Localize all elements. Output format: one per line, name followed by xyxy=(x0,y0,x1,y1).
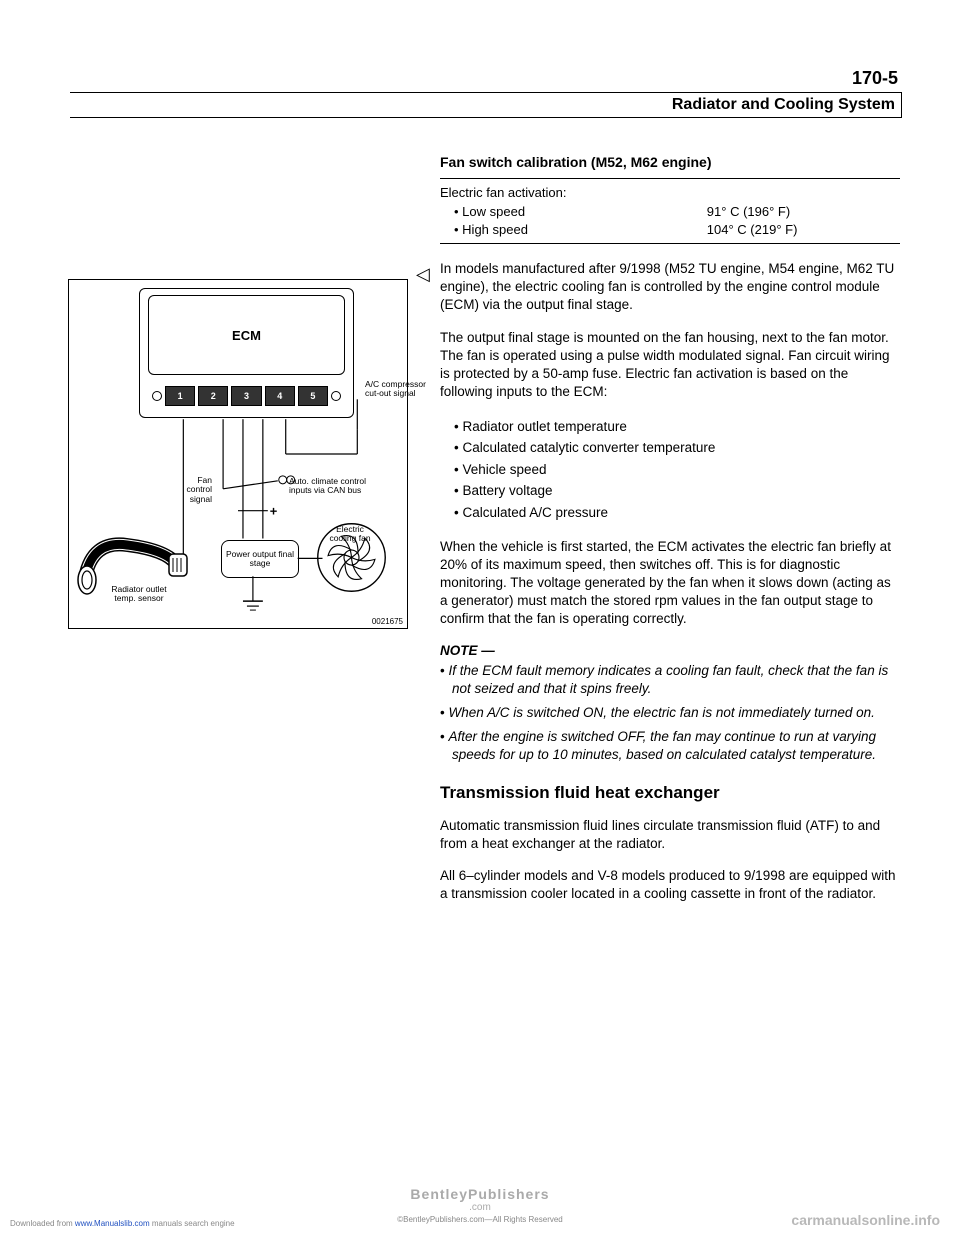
paragraph: When the vehicle is first started, the E… xyxy=(440,538,900,629)
list-item: Calculated A/C pressure xyxy=(454,502,900,524)
table-cell-value: 104° C (219° F) xyxy=(707,222,900,237)
page-title-bar: Radiator and Cooling System xyxy=(70,92,902,118)
table-cell-value: 91° C (196° F) xyxy=(707,204,900,219)
page-number: 170-5 xyxy=(852,68,898,89)
list-item: If the ECM fault memory indicates a cool… xyxy=(440,662,900,698)
list-item: When A/C is switched ON, the electric fa… xyxy=(440,704,900,722)
source-link[interactable]: www.Manualslib.com xyxy=(75,1219,150,1228)
paragraph: The output final stage is mounted on the… xyxy=(440,329,900,402)
paragraph-text: In models manufactured after 9/1998 (M52… xyxy=(440,261,894,312)
ecm-screw-icon xyxy=(331,391,341,401)
footer-text: Downloaded from xyxy=(10,1219,75,1228)
table-cell-label: High speed xyxy=(440,222,707,237)
paragraph: ◁ In models manufactured after 9/1998 (M… xyxy=(440,260,900,315)
ecm-port: 4 xyxy=(265,386,295,406)
ecm-port: 3 xyxy=(231,386,261,406)
diagram-label-ac: A/C compressor cut-out signal xyxy=(365,380,435,399)
diagram-label-fan: Fan control signal xyxy=(172,476,212,504)
figure-number: 0021675 xyxy=(372,617,403,626)
paragraph: Automatic transmission fluid lines circu… xyxy=(440,817,900,853)
cooling-fan-icon xyxy=(314,520,389,595)
reference-arrow-icon: ◁ xyxy=(416,262,430,286)
ecm-diagram: ECM 1 2 3 4 5 + A/C compressor cut-out s… xyxy=(68,279,408,629)
ecm-port: 2 xyxy=(198,386,228,406)
table-rule xyxy=(440,178,900,179)
table-title: Fan switch calibration (M52, M62 engine) xyxy=(440,154,900,170)
ecm-port: 1 xyxy=(165,386,195,406)
footer-watermark: carmanualsonline.info xyxy=(791,1212,940,1228)
diagram-label-auto: Auto. climate control inputs via CAN bus xyxy=(289,477,389,496)
ecm-module: ECM 1 2 3 4 5 xyxy=(139,288,354,418)
list-item: Radiator outlet temperature xyxy=(454,416,900,438)
ecm-screw-icon xyxy=(152,391,162,401)
list-item: Battery voltage xyxy=(454,480,900,502)
table-row: Low speed 91° C (196° F) xyxy=(440,204,900,219)
section-heading: Transmission fluid heat exchanger xyxy=(440,783,900,803)
bullet-list: Radiator outlet temperature Calculated c… xyxy=(454,416,900,524)
list-item: Calculated catalytic converter temperatu… xyxy=(454,437,900,459)
table-row: High speed 104° C (219° F) xyxy=(440,222,900,237)
footer-text: manuals search engine xyxy=(150,1219,235,1228)
note-heading: NOTE — xyxy=(440,643,900,658)
table-rule xyxy=(440,243,900,244)
table-subtitle: Electric fan activation: xyxy=(440,185,900,200)
content-column: Fan switch calibration (M52, M62 engine)… xyxy=(440,154,900,918)
note-list: If the ECM fault memory indicates a cool… xyxy=(440,662,900,765)
list-item: After the engine is switched OFF, the fa… xyxy=(440,728,900,764)
power-output-stage-box: Power output final stage xyxy=(221,540,299,578)
footer-download-source: Downloaded from www.Manualslib.com manua… xyxy=(10,1219,235,1228)
ecm-label: ECM xyxy=(148,295,345,375)
list-item: Vehicle speed xyxy=(454,459,900,481)
page-title: Radiator and Cooling System xyxy=(672,96,895,114)
radiator-hose-icon xyxy=(77,520,192,610)
ecm-ports: 1 2 3 4 5 xyxy=(148,381,345,411)
table-cell-label: Low speed xyxy=(440,204,707,219)
svg-text:+: + xyxy=(270,504,278,519)
paragraph: All 6–cylinder models and V-8 models pro… xyxy=(440,867,900,903)
publisher-name: BentleyPublishers xyxy=(0,1186,960,1202)
ecm-port: 5 xyxy=(298,386,328,406)
